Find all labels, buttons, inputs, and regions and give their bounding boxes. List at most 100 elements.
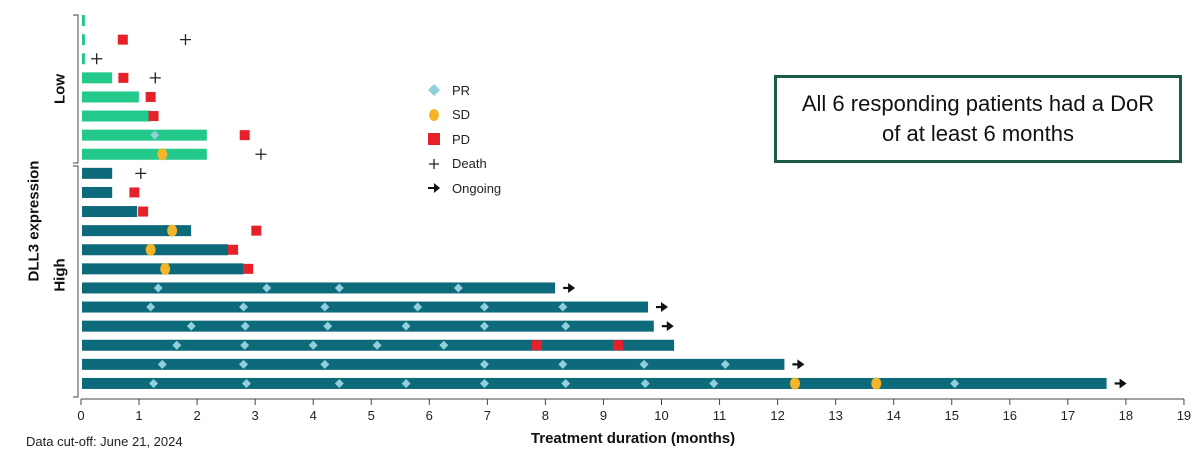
pr-marker	[720, 359, 730, 369]
pd-marker	[228, 244, 239, 255]
sd-marker	[167, 224, 178, 237]
pd-marker	[117, 34, 128, 45]
x-tick-label: 15	[945, 408, 959, 423]
treatment-bar	[82, 377, 1107, 389]
x-tick-label: 17	[1061, 408, 1075, 423]
patient-row	[82, 91, 156, 103]
legend-item-pr: PR	[426, 78, 501, 103]
pd-marker	[129, 187, 140, 198]
patient-row	[82, 167, 147, 179]
sd-marker	[871, 377, 882, 390]
patient-row	[82, 282, 576, 294]
legend-item-sd: SD	[426, 103, 501, 128]
treatment-bar	[82, 167, 113, 179]
patient-row	[82, 129, 250, 141]
x-tick-label: 4	[310, 408, 317, 423]
x-tick-label: 9	[600, 408, 607, 423]
treatment-bar	[82, 110, 151, 122]
death-marker	[149, 72, 161, 84]
patient-row	[82, 301, 668, 313]
pr-marker	[153, 283, 163, 293]
patient-row	[82, 224, 262, 237]
pd-marker	[118, 72, 129, 83]
sd-marker	[160, 262, 171, 275]
pr-marker	[561, 321, 571, 331]
ongoing-arrow-marker	[1114, 378, 1127, 389]
x-tick-label: 18	[1119, 408, 1133, 423]
death-marker	[179, 34, 191, 46]
pr-marker	[157, 359, 167, 369]
patient-row	[82, 15, 85, 27]
pr-marker	[320, 302, 330, 312]
treatment-bar	[82, 206, 138, 218]
pd-marker	[239, 130, 250, 141]
pr-marker	[240, 340, 250, 350]
legend-item-pd: PD	[426, 127, 501, 152]
pd-square-icon	[428, 133, 440, 146]
patient-row	[82, 53, 103, 65]
callout-text: All 6 responding patients had a DoR of a…	[801, 91, 1155, 146]
patient-row	[82, 358, 805, 370]
patient-row	[82, 34, 191, 46]
pr-marker	[239, 359, 249, 369]
ongoing-arrow-marker	[655, 302, 668, 313]
pr-marker	[558, 302, 568, 312]
legend-item-death: Death	[426, 152, 501, 177]
x-tick-label: 6	[426, 408, 433, 423]
pr-marker	[950, 378, 960, 388]
death-cross-icon	[429, 158, 439, 169]
patient-row	[82, 206, 149, 218]
treatment-bar	[82, 301, 648, 313]
x-tick-label: 3	[252, 408, 259, 423]
pr-marker	[479, 302, 489, 312]
pr-marker	[709, 378, 719, 388]
pr-marker	[439, 340, 449, 350]
x-tick-label: 7	[484, 408, 491, 423]
legend-label-pr: PR	[452, 82, 471, 98]
pr-marker	[453, 283, 463, 293]
legend-item-ongoing: Ongoing	[426, 176, 501, 201]
treatment-bar	[82, 320, 654, 332]
pr-marker	[479, 321, 489, 331]
legend-label-pd: PD	[452, 131, 471, 147]
pr-marker	[413, 302, 423, 312]
ongoing-arrow-marker	[792, 359, 805, 370]
x-tick-label: 5	[368, 408, 375, 423]
patient-row	[82, 72, 161, 84]
x-tick-label: 16	[1003, 408, 1017, 423]
data-cutoff-note: Data cut-off: June 21, 2024	[26, 434, 183, 449]
pr-diamond-icon	[428, 84, 440, 97]
treatment-bar	[82, 358, 785, 370]
pd-marker	[148, 111, 159, 122]
pr-marker	[320, 359, 330, 369]
pr-marker	[323, 321, 333, 331]
x-tick-label: 10	[654, 408, 668, 423]
x-tick-label: 12	[770, 408, 784, 423]
callout-box: All 6 responding patients had a DoR of a…	[774, 75, 1182, 163]
pr-marker	[372, 340, 382, 350]
low-group-bracket	[73, 14, 79, 164]
legend-label-death: Death	[452, 156, 487, 172]
pr-marker	[558, 359, 568, 369]
x-tick-label: 8	[542, 408, 549, 423]
sd-circle-icon	[429, 108, 439, 121]
treatment-bar	[82, 129, 207, 141]
patient-row	[82, 243, 239, 256]
ongoing-arrow-icon	[428, 183, 440, 194]
sd-marker	[145, 243, 156, 256]
death-marker	[255, 148, 267, 160]
pr-marker	[479, 378, 489, 388]
patient-row	[82, 148, 267, 161]
ongoing-arrow-head	[666, 321, 674, 332]
ongoing-arrow-head	[660, 302, 668, 313]
x-tick-label: 14	[886, 408, 900, 423]
pr-marker	[640, 378, 650, 388]
pr-marker	[149, 378, 159, 388]
pr-marker	[308, 340, 318, 350]
high-group-bracket	[73, 165, 79, 398]
patient-row	[82, 110, 159, 122]
pr-marker	[146, 302, 156, 312]
pr-marker	[401, 321, 411, 331]
patient-row	[82, 377, 1127, 390]
treatment-bar	[82, 225, 192, 237]
